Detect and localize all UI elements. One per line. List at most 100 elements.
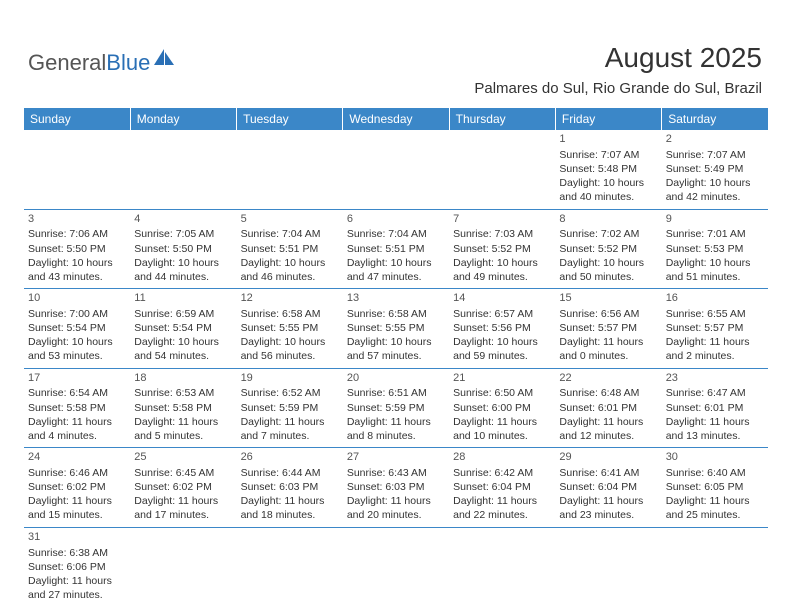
calendar-cell: 20Sunrise: 6:51 AMSunset: 5:59 PMDayligh…: [343, 368, 449, 448]
sunrise-text: Sunrise: 6:45 AM: [134, 466, 232, 480]
calendar-body: 1Sunrise: 7:07 AMSunset: 5:48 PMDaylight…: [24, 130, 768, 606]
day-number: 22: [559, 371, 657, 386]
day-number: 19: [241, 371, 339, 386]
daylight-text: Daylight: 11 hours: [347, 494, 445, 508]
sunset-text: Sunset: 5:50 PM: [28, 242, 126, 256]
sunset-text: Sunset: 6:05 PM: [666, 480, 764, 494]
daylight-text: Daylight: 10 hours: [347, 256, 445, 270]
logo-text-blue: Blue: [106, 50, 150, 76]
sunrise-text: Sunrise: 6:54 AM: [28, 386, 126, 400]
calendar-cell: 15Sunrise: 6:56 AMSunset: 5:57 PMDayligh…: [555, 289, 661, 369]
weekday-header-row: SundayMondayTuesdayWednesdayThursdayFrid…: [24, 108, 768, 130]
day-number: 26: [241, 450, 339, 465]
sunset-text: Sunset: 6:00 PM: [453, 401, 551, 415]
daylight-text-2: and 49 minutes.: [453, 270, 551, 284]
day-number: 18: [134, 371, 232, 386]
sunset-text: Sunset: 6:01 PM: [666, 401, 764, 415]
weekday-header: Friday: [555, 108, 661, 130]
daylight-text-2: and 22 minutes.: [453, 508, 551, 522]
location: Palmares do Sul, Rio Grande do Sul, Braz…: [474, 80, 762, 97]
sunset-text: Sunset: 5:50 PM: [134, 242, 232, 256]
sunset-text: Sunset: 6:03 PM: [241, 480, 339, 494]
calendar-cell: 19Sunrise: 6:52 AMSunset: 5:59 PMDayligh…: [237, 368, 343, 448]
daylight-text: Daylight: 11 hours: [453, 415, 551, 429]
sunrise-text: Sunrise: 6:50 AM: [453, 386, 551, 400]
day-number: 7: [453, 212, 551, 227]
sunrise-text: Sunrise: 7:00 AM: [28, 307, 126, 321]
day-number: 23: [666, 371, 764, 386]
weekday-header: Thursday: [449, 108, 555, 130]
daylight-text: Daylight: 10 hours: [134, 335, 232, 349]
calendar-cell: 7Sunrise: 7:03 AMSunset: 5:52 PMDaylight…: [449, 209, 555, 289]
sunset-text: Sunset: 5:48 PM: [559, 162, 657, 176]
daylight-text-2: and 25 minutes.: [666, 508, 764, 522]
day-number: 27: [347, 450, 445, 465]
daylight-text: Daylight: 10 hours: [666, 176, 764, 190]
daylight-text-2: and 53 minutes.: [28, 349, 126, 363]
sunset-text: Sunset: 5:55 PM: [241, 321, 339, 335]
daylight-text: Daylight: 10 hours: [453, 256, 551, 270]
sunrise-text: Sunrise: 7:07 AM: [666, 148, 764, 162]
sunrise-text: Sunrise: 6:40 AM: [666, 466, 764, 480]
daylight-text: Daylight: 11 hours: [134, 415, 232, 429]
daylight-text: Daylight: 10 hours: [347, 335, 445, 349]
sunrise-text: Sunrise: 7:04 AM: [347, 227, 445, 241]
daylight-text: Daylight: 10 hours: [134, 256, 232, 270]
calendar-cell: 9Sunrise: 7:01 AMSunset: 5:53 PMDaylight…: [662, 209, 768, 289]
month-title: August 2025: [474, 42, 762, 74]
daylight-text-2: and 47 minutes.: [347, 270, 445, 284]
sunrise-text: Sunrise: 6:41 AM: [559, 466, 657, 480]
sunset-text: Sunset: 5:57 PM: [559, 321, 657, 335]
sunset-text: Sunset: 5:54 PM: [28, 321, 126, 335]
day-number: 14: [453, 291, 551, 306]
sunrise-text: Sunrise: 7:01 AM: [666, 227, 764, 241]
calendar-cell: 22Sunrise: 6:48 AMSunset: 6:01 PMDayligh…: [555, 368, 661, 448]
sunset-text: Sunset: 5:56 PM: [453, 321, 551, 335]
sunset-text: Sunset: 5:58 PM: [134, 401, 232, 415]
daylight-text: Daylight: 11 hours: [28, 415, 126, 429]
calendar-cell: [662, 527, 768, 606]
day-number: 28: [453, 450, 551, 465]
calendar-cell: 13Sunrise: 6:58 AMSunset: 5:55 PMDayligh…: [343, 289, 449, 369]
sunrise-text: Sunrise: 6:57 AM: [453, 307, 551, 321]
daylight-text: Daylight: 10 hours: [559, 176, 657, 190]
daylight-text: Daylight: 11 hours: [666, 494, 764, 508]
sunset-text: Sunset: 5:53 PM: [666, 242, 764, 256]
header: August 2025 Palmares do Sul, Rio Grande …: [474, 42, 762, 97]
day-number: 1: [559, 132, 657, 147]
sunrise-text: Sunrise: 7:03 AM: [453, 227, 551, 241]
daylight-text-2: and 23 minutes.: [559, 508, 657, 522]
calendar-cell: 24Sunrise: 6:46 AMSunset: 6:02 PMDayligh…: [24, 448, 130, 528]
daylight-text-2: and 50 minutes.: [559, 270, 657, 284]
calendar-cell: 17Sunrise: 6:54 AMSunset: 5:58 PMDayligh…: [24, 368, 130, 448]
daylight-text-2: and 7 minutes.: [241, 429, 339, 443]
sunset-text: Sunset: 5:49 PM: [666, 162, 764, 176]
calendar-cell: 28Sunrise: 6:42 AMSunset: 6:04 PMDayligh…: [449, 448, 555, 528]
day-number: 5: [241, 212, 339, 227]
sunrise-text: Sunrise: 6:59 AM: [134, 307, 232, 321]
calendar-cell: 4Sunrise: 7:05 AMSunset: 5:50 PMDaylight…: [130, 209, 236, 289]
sunrise-text: Sunrise: 7:02 AM: [559, 227, 657, 241]
sunset-text: Sunset: 6:01 PM: [559, 401, 657, 415]
daylight-text: Daylight: 10 hours: [241, 256, 339, 270]
calendar-cell: 30Sunrise: 6:40 AMSunset: 6:05 PMDayligh…: [662, 448, 768, 528]
day-number: 2: [666, 132, 764, 147]
sunrise-text: Sunrise: 6:46 AM: [28, 466, 126, 480]
logo: GeneralBlue: [28, 50, 175, 76]
calendar-cell: 8Sunrise: 7:02 AMSunset: 5:52 PMDaylight…: [555, 209, 661, 289]
sunset-text: Sunset: 5:52 PM: [453, 242, 551, 256]
day-number: 30: [666, 450, 764, 465]
sunset-text: Sunset: 6:02 PM: [28, 480, 126, 494]
weekday-header: Wednesday: [343, 108, 449, 130]
calendar-row: 3Sunrise: 7:06 AMSunset: 5:50 PMDaylight…: [24, 209, 768, 289]
calendar-cell: 11Sunrise: 6:59 AMSunset: 5:54 PMDayligh…: [130, 289, 236, 369]
calendar-table: SundayMondayTuesdayWednesdayThursdayFrid…: [24, 108, 768, 606]
weekday-header: Saturday: [662, 108, 768, 130]
calendar-cell: [343, 130, 449, 209]
sunrise-text: Sunrise: 7:04 AM: [241, 227, 339, 241]
daylight-text-2: and 0 minutes.: [559, 349, 657, 363]
sail-icon: [153, 48, 175, 66]
day-number: 12: [241, 291, 339, 306]
calendar-cell: 3Sunrise: 7:06 AMSunset: 5:50 PMDaylight…: [24, 209, 130, 289]
sunrise-text: Sunrise: 6:47 AM: [666, 386, 764, 400]
